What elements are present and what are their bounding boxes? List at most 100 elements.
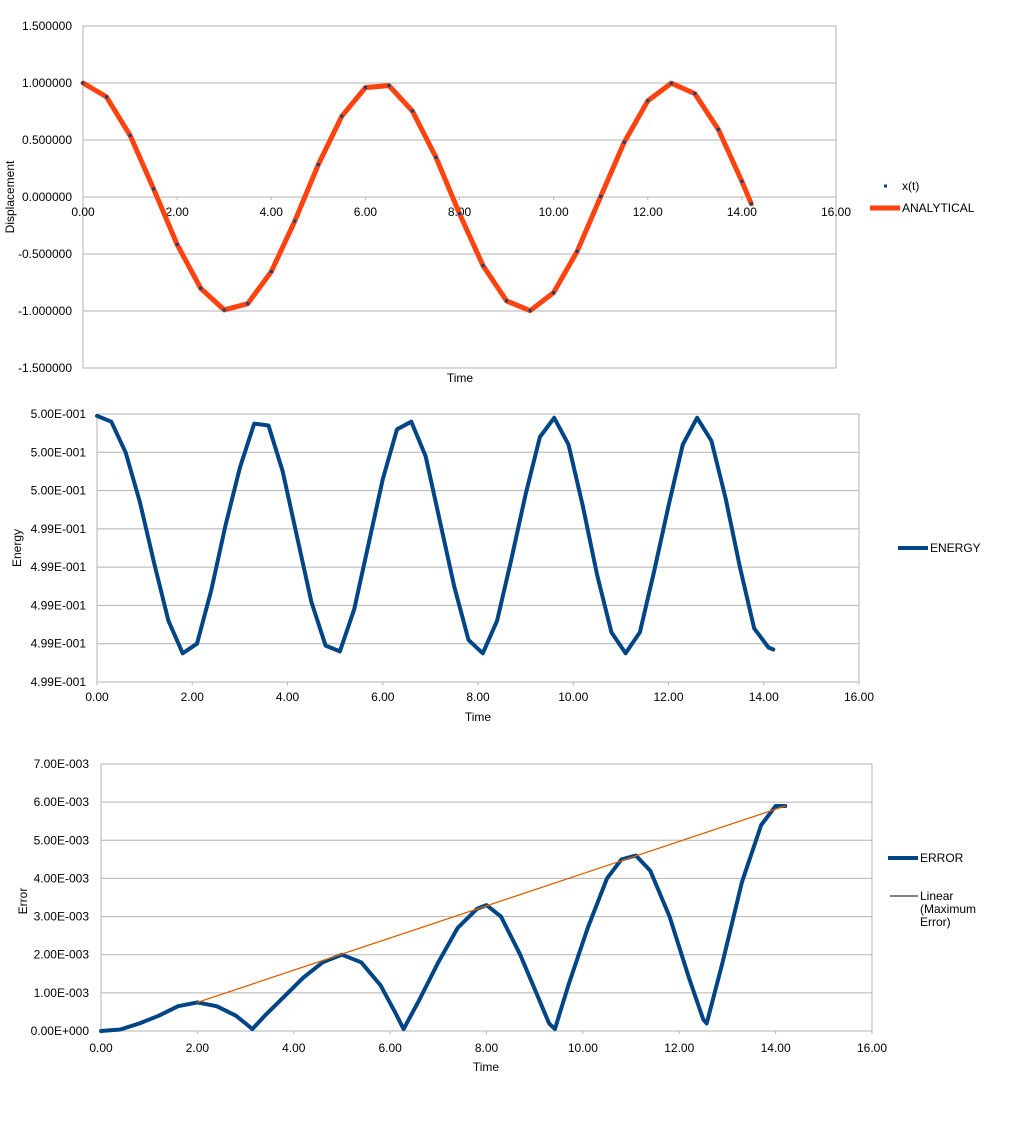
series-point <box>434 155 438 159</box>
y-tick-label: 0.00E+000 <box>31 1024 90 1038</box>
x-axis-label: Time <box>465 710 492 724</box>
series-point <box>105 95 109 99</box>
y-tick-label: 3.00E-003 <box>34 910 90 924</box>
legend-label: ENERGY <box>930 541 981 555</box>
y-tick-label: 2.00E-003 <box>34 948 90 962</box>
series-point <box>81 81 85 85</box>
y-tick-label: 4.00E-003 <box>34 871 90 885</box>
y-tick-label: 1.00E-003 <box>34 986 90 1000</box>
series-point <box>269 270 273 274</box>
x-tick-label: 8.00 <box>475 1041 499 1055</box>
x-tick-label: 6.00 <box>378 1041 402 1055</box>
y-tick-label: 4.99E-001 <box>31 560 87 574</box>
series-point <box>293 219 297 223</box>
x-tick-label: 10.00 <box>539 205 569 219</box>
x-tick-label: 12.00 <box>664 1041 694 1055</box>
series-point <box>387 84 391 88</box>
series-point <box>316 163 320 167</box>
x-tick-label: 16.00 <box>857 1041 887 1055</box>
x-axis-label: Time <box>447 371 474 385</box>
series-point <box>575 249 579 253</box>
series-point <box>152 187 156 191</box>
x-tick-label: 4.00 <box>282 1041 306 1055</box>
x-tick-label: 2.00 <box>165 205 189 219</box>
y-tick-label: -0.500000 <box>18 247 72 261</box>
y-axis-label: Displacement <box>3 160 17 233</box>
x-tick-label: 14.00 <box>749 690 779 704</box>
legend-swatch <box>884 184 887 188</box>
series-point <box>458 212 461 216</box>
y-axis-label: Error <box>16 888 30 915</box>
x-tick-label: 0.00 <box>71 205 95 219</box>
y-tick-label: 5.00E-003 <box>34 833 90 847</box>
series-point <box>669 81 673 85</box>
x-tick-label: 12.00 <box>653 690 683 704</box>
x-tick-label: 4.00 <box>260 205 284 219</box>
y-tick-label: 5.00E-001 <box>31 484 87 498</box>
series-point <box>749 202 753 206</box>
x-tick-label: 14.00 <box>761 1041 791 1055</box>
legend-label: ERROR <box>920 851 964 865</box>
series-point <box>222 308 226 312</box>
y-tick-label: 5.00E-001 <box>31 407 87 421</box>
series-line <box>196 805 786 1004</box>
series-line <box>95 413 776 656</box>
x-tick-label: 10.00 <box>568 1041 598 1055</box>
y-tick-label: 4.99E-001 <box>31 598 87 612</box>
x-tick-label: 0.00 <box>89 1041 113 1055</box>
x-tick-label: 12.00 <box>633 205 663 219</box>
x-tick-label: 6.00 <box>354 205 378 219</box>
series-point <box>693 92 697 96</box>
chart-energy: 0.00 2.00 4.00 6.00 8.00 10.00 12.00 14.00 16.00… <box>10 407 981 724</box>
x-tick-label: 16.00 <box>821 205 851 219</box>
series-point <box>410 109 414 113</box>
series-point <box>175 242 179 246</box>
y-tick-label: 7.00E-003 <box>34 757 90 771</box>
series-point <box>646 99 650 103</box>
y-tick-label: 0.500000 <box>22 133 72 147</box>
x-tick-label: 8.00 <box>466 690 490 704</box>
x-axis-label: Time <box>473 1060 500 1074</box>
legend-label: (Maximum <box>920 902 976 916</box>
series-point <box>599 195 603 199</box>
series-point <box>716 127 720 131</box>
series-point <box>363 86 367 90</box>
legend-label: x(t) <box>902 179 919 193</box>
series-point <box>622 140 626 144</box>
series-point <box>481 264 485 268</box>
legend-label: Linear <box>920 889 953 903</box>
series-point <box>528 309 532 313</box>
y-tick-label: -1.000000 <box>18 304 72 318</box>
series-point <box>505 299 509 303</box>
x-tick-label: 0.00 <box>85 690 109 704</box>
y-tick-label: 4.99E-001 <box>31 637 87 651</box>
plot-area <box>96 413 860 683</box>
legend-label: ANALYTICAL <box>902 201 975 215</box>
x-tick-label: 16.00 <box>844 690 874 704</box>
series-point <box>199 286 203 290</box>
x-tick-label: 2.00 <box>181 690 205 704</box>
plot-area <box>100 763 873 1032</box>
series-point <box>128 133 132 137</box>
x-tick-label: 10.00 <box>558 690 588 704</box>
series-point <box>246 302 250 306</box>
y-tick-label: 6.00E-003 <box>34 795 90 809</box>
x-tick-label: 6.00 <box>371 690 395 704</box>
series-point <box>740 179 744 183</box>
series-point <box>552 291 556 295</box>
legend-label: Error) <box>920 915 951 929</box>
series-point <box>340 114 344 118</box>
chart-error: 0.00 2.00 4.00 6.00 8.00 10.00 12.00 14.00 16.00… <box>16 757 976 1074</box>
series-line <box>80 80 754 314</box>
y-tick-label: 0.000000 <box>22 190 72 204</box>
y-tick-label: 1.000000 <box>22 76 72 90</box>
y-tick-label: -1.500000 <box>18 361 72 375</box>
series-line <box>99 804 788 1033</box>
y-tick-label: 1.500000 <box>22 19 72 33</box>
y-tick-label: 4.99E-001 <box>31 675 87 689</box>
x-tick-label: 2.00 <box>186 1041 210 1055</box>
y-tick-label: 4.99E-001 <box>31 522 87 536</box>
chart-displacement: 0.00 2.00 4.00 6.00 8.00 10.00 12.00 14.00 16.00… <box>3 19 975 385</box>
x-tick-label: 4.00 <box>276 690 300 704</box>
